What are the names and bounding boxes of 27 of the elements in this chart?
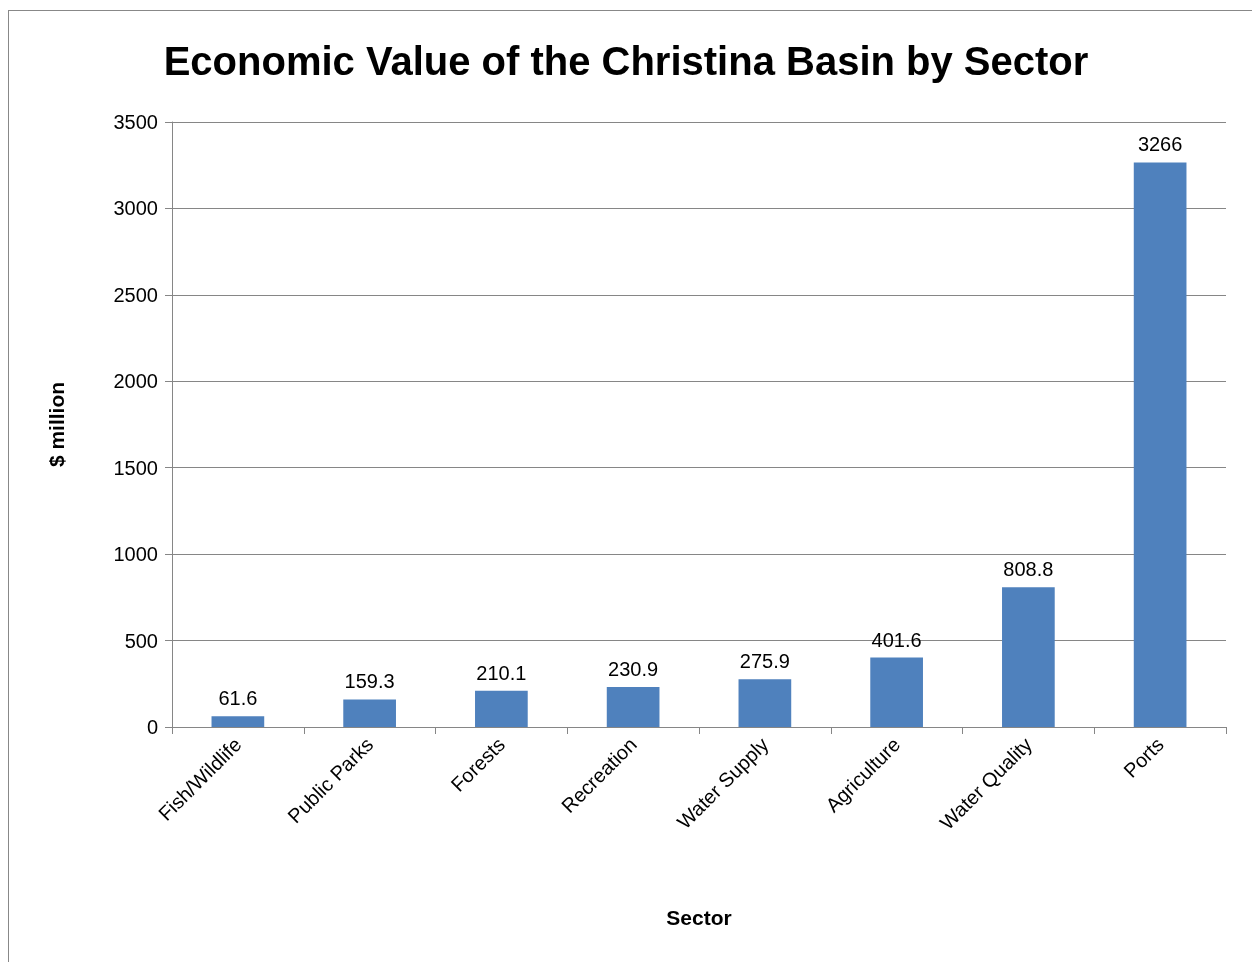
- data-label: 61.6: [218, 687, 258, 710]
- y-tick-label: 3500: [113, 111, 158, 133]
- y-tick-label: 1500: [113, 456, 158, 479]
- chart-title: Economic Value of the Christina Basin by Sector: [163, 39, 1089, 83]
- bar: [1002, 587, 1055, 727]
- bar: [211, 716, 265, 727]
- data-label: 808.8: [1003, 558, 1054, 581]
- data-label: 275.9: [739, 650, 790, 673]
- bar: [475, 690, 528, 727]
- y-tick-label: 3000: [113, 197, 158, 220]
- data-label: 401.6: [871, 628, 922, 651]
- bar: [606, 687, 660, 727]
- y-axis-title: $ million: [45, 381, 68, 468]
- bar: [1133, 162, 1187, 727]
- data-label: 230.9: [608, 658, 659, 681]
- y-tick-label: 0: [146, 716, 158, 738]
- data-label: 159.3: [344, 670, 395, 693]
- data-label: 210.1: [476, 661, 527, 684]
- x-axis-title: Sector: [666, 906, 732, 929]
- y-tick-label: 2000: [113, 370, 158, 393]
- bar: [870, 657, 923, 727]
- bar: [738, 679, 792, 727]
- y-tick-label: 500: [124, 629, 158, 652]
- y-tick-label: 2500: [113, 283, 158, 306]
- bar: [343, 699, 396, 727]
- y-tick-label: 1000: [113, 543, 158, 566]
- data-label: 3266: [1137, 133, 1183, 156]
